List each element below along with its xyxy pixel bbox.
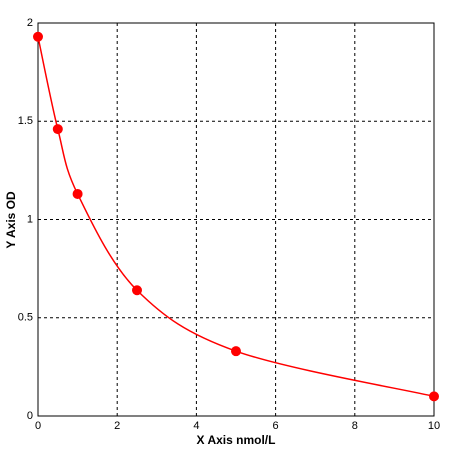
y-tick-label: 1.5 (18, 115, 33, 127)
data-point (429, 391, 439, 402)
data-point (132, 285, 142, 296)
x-tick-label: 0 (35, 420, 41, 432)
x-tick-label: 2 (114, 420, 120, 432)
y-tick-label: 1 (27, 213, 33, 225)
y-axis-label: Y Axis OD (4, 191, 18, 249)
y-tick-label: 0 (27, 410, 33, 422)
x-tick-label: 8 (352, 420, 358, 432)
plot-frame (37, 22, 435, 417)
y-tick-label: 2 (27, 17, 33, 29)
x-axis-label: X Axis nmol/L (197, 433, 276, 447)
data-point (72, 188, 83, 199)
data-point (33, 31, 43, 42)
data-point (231, 346, 241, 357)
x-tick-label: 6 (273, 420, 279, 432)
y-tick-label: 0.5 (18, 312, 33, 324)
x-tick-label: 4 (193, 420, 199, 432)
data-point (52, 124, 63, 135)
x-tick-label: 10 (428, 420, 440, 432)
